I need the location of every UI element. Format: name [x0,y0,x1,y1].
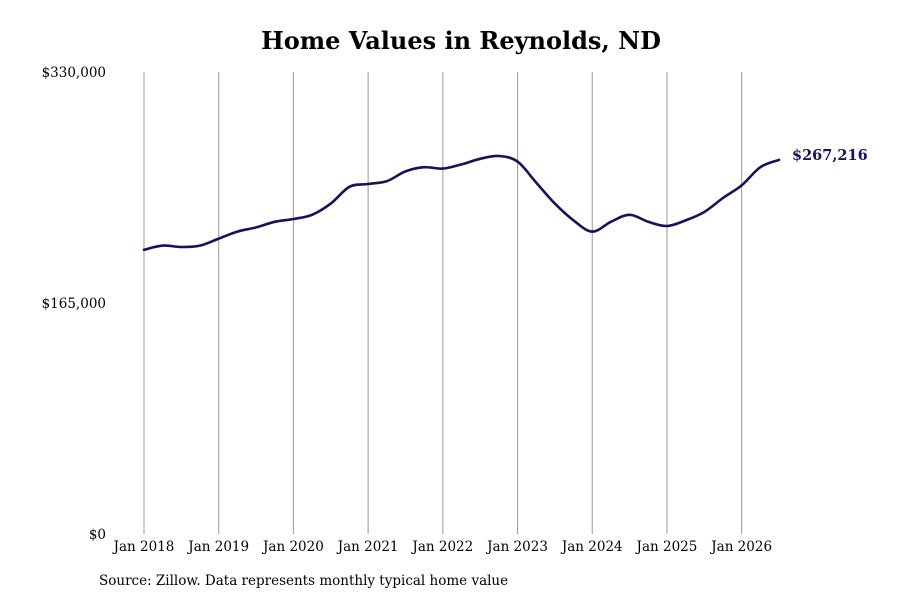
series-line [142,154,781,252]
y-axis-tick-labels: $0 $165,000 $330,000 [42,65,106,543]
x-tick-label: Jan 2023 [485,539,548,555]
series-line-group [142,154,781,252]
y-tick-label: $330,000 [42,65,106,81]
x-tick-label: Jan 2022 [410,539,473,555]
x-tick-label: Jan 2024 [560,539,623,555]
x-tick-label: Jan 2021 [336,539,399,555]
end-value-label: $267,216 [792,147,868,164]
chart-title: Home Values in Reynolds, ND [261,26,661,55]
x-tick-label: Jan 2018 [112,539,175,555]
x-tick-label: Jan 2025 [635,539,698,555]
source-note: Source: Zillow. Data represents monthly … [99,573,509,589]
y-tick-label: $165,000 [42,296,106,312]
x-tick-label: Jan 2026 [709,539,772,555]
y-tick-label: $0 [89,527,106,543]
end-label-group: $267,216 [792,147,868,164]
x-tick-label: Jan 2020 [261,539,324,555]
x-tick-label: Jan 2019 [186,539,249,555]
x-axis-tick-labels: Jan 2018 Jan 2019 Jan 2020 Jan 2021 Jan 2022… [112,539,772,555]
grid-lines [143,72,743,534]
